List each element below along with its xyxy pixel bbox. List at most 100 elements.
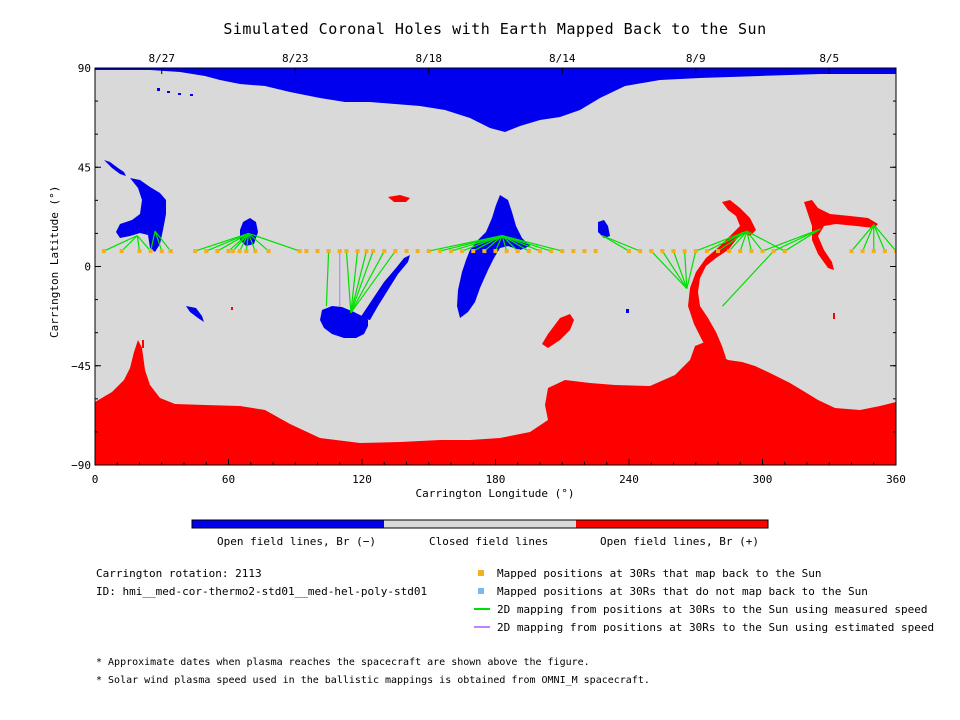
mapped-position-point	[515, 249, 520, 254]
legend-marker	[478, 588, 484, 594]
mapped-position-point	[593, 249, 598, 254]
mapped-position-point	[482, 249, 487, 254]
coronal-hole-speck	[190, 94, 193, 96]
mapping-line-measured	[483, 235, 503, 252]
mapped-position-point	[582, 249, 587, 254]
x-tick-label: 360	[886, 473, 906, 486]
colorbar-segment	[192, 520, 384, 528]
mapped-position-point	[471, 249, 476, 254]
y-tick-label: 45	[78, 161, 91, 174]
mapped-position-point	[749, 249, 754, 254]
mapping-line-measured	[851, 224, 875, 252]
south-polar-coronal-hole	[95, 340, 896, 465]
mapped-position-point	[193, 249, 198, 254]
colorbar-label-positive: Open field lines, Br (+)	[600, 535, 759, 548]
mapped-position-point	[504, 249, 509, 254]
mapped-position-point	[716, 249, 720, 254]
coronal-hole-speck	[626, 309, 629, 313]
mapping-line-measured	[728, 230, 748, 252]
mapping-line-measured	[245, 233, 250, 252]
mapping-line-measured	[501, 235, 530, 252]
mapped-position-point	[337, 249, 342, 254]
positive-hole-speck	[142, 340, 144, 348]
mapped-position-point	[119, 249, 124, 254]
mapping-line-measured	[862, 224, 875, 252]
mapped-position-point	[355, 249, 360, 254]
mapped-position-point	[137, 249, 142, 254]
y-tick-label: 0	[84, 261, 91, 274]
mapped-position-point	[415, 249, 420, 254]
mapping-line-measured	[494, 235, 503, 252]
mapping-line-measured	[672, 250, 688, 289]
mapped-position-point	[638, 249, 643, 254]
carrington-rotation: Carrington rotation: 2113	[96, 567, 262, 580]
mapped-position-point	[404, 249, 409, 254]
mapped-position-point	[760, 249, 765, 254]
mapped-position-point	[682, 249, 687, 254]
mapped-position-point	[771, 249, 776, 254]
mapped-position-point	[660, 249, 665, 254]
coronal-hole-central	[457, 195, 530, 318]
mapping-line-measured	[154, 231, 163, 252]
mapped-position-point	[560, 249, 565, 254]
mapping-line-measured	[602, 235, 641, 252]
mapping-line-measured	[247, 233, 256, 252]
mapping-line-measured	[136, 235, 152, 252]
mapping-line-measured	[695, 230, 748, 252]
mapping-line-measured	[350, 250, 368, 313]
mapping-line-measured	[136, 235, 141, 252]
x-tick-label: 120	[352, 473, 372, 486]
mapped-position-point	[215, 249, 220, 254]
x-tick-label: 240	[619, 473, 639, 486]
mapping-line-measured	[684, 251, 688, 289]
y-tick-label: −45	[71, 360, 91, 373]
mapped-position-point	[627, 249, 631, 254]
mapping-line-measured	[722, 250, 775, 307]
positive-hole-south-mid	[542, 314, 574, 348]
mapped-position-point	[326, 249, 331, 254]
mapped-position-point	[168, 249, 173, 254]
mapped-position-point	[894, 249, 896, 254]
x-axis-label: Carrington Longitude (°)	[415, 487, 575, 500]
mapped-position-point	[253, 249, 258, 254]
mapped-position-point	[297, 249, 302, 254]
mapped-position-point	[230, 249, 235, 254]
mapped-position-point	[148, 249, 153, 254]
mapped-position-point	[304, 249, 309, 254]
mapping-line-measured	[239, 233, 250, 252]
mapped-position-point	[526, 249, 531, 254]
mapping-line-measured	[717, 230, 748, 252]
mapped-position-point	[237, 249, 242, 254]
positive-hole-upper	[388, 195, 410, 202]
mapped-position-point	[727, 249, 732, 254]
mapping-line-measured	[350, 250, 374, 314]
positive-hole-far-east	[804, 200, 878, 270]
coronal-hole-south-mid-strand	[360, 255, 410, 320]
coronal-hole-west-strand	[104, 160, 126, 176]
top-date-label: 8/9	[686, 52, 706, 65]
mapping-line-measured	[248, 232, 300, 252]
mapping-line-measured	[325, 251, 330, 307]
coronal-hole-small	[186, 306, 204, 322]
mapped-position-point	[538, 249, 542, 254]
mapped-position-point	[371, 249, 376, 254]
positive-hole-east-strand	[688, 200, 756, 362]
coronal-hole-speck	[157, 88, 160, 91]
mapping-line-measured	[746, 231, 752, 252]
mapping-line-measured	[350, 250, 359, 313]
mapped-position-point	[159, 249, 164, 254]
mapped-position-point	[860, 249, 865, 254]
positive-hole-speck	[231, 307, 233, 310]
mapping-line-measured	[150, 231, 156, 252]
mapping-line-measured	[739, 231, 748, 252]
mapping-line-measured	[248, 232, 269, 252]
mapping-line-measured	[154, 230, 172, 252]
mapped-position-point	[571, 249, 576, 254]
mapped-position-point	[437, 249, 442, 254]
mapping-line-measured	[501, 235, 508, 252]
mapping-line-measured	[773, 228, 821, 252]
mapping-line-measured	[601, 235, 630, 252]
mapping-line-measured	[472, 235, 503, 252]
north-polar-coronal-hole	[95, 68, 896, 132]
mapped-position-point	[101, 249, 106, 254]
